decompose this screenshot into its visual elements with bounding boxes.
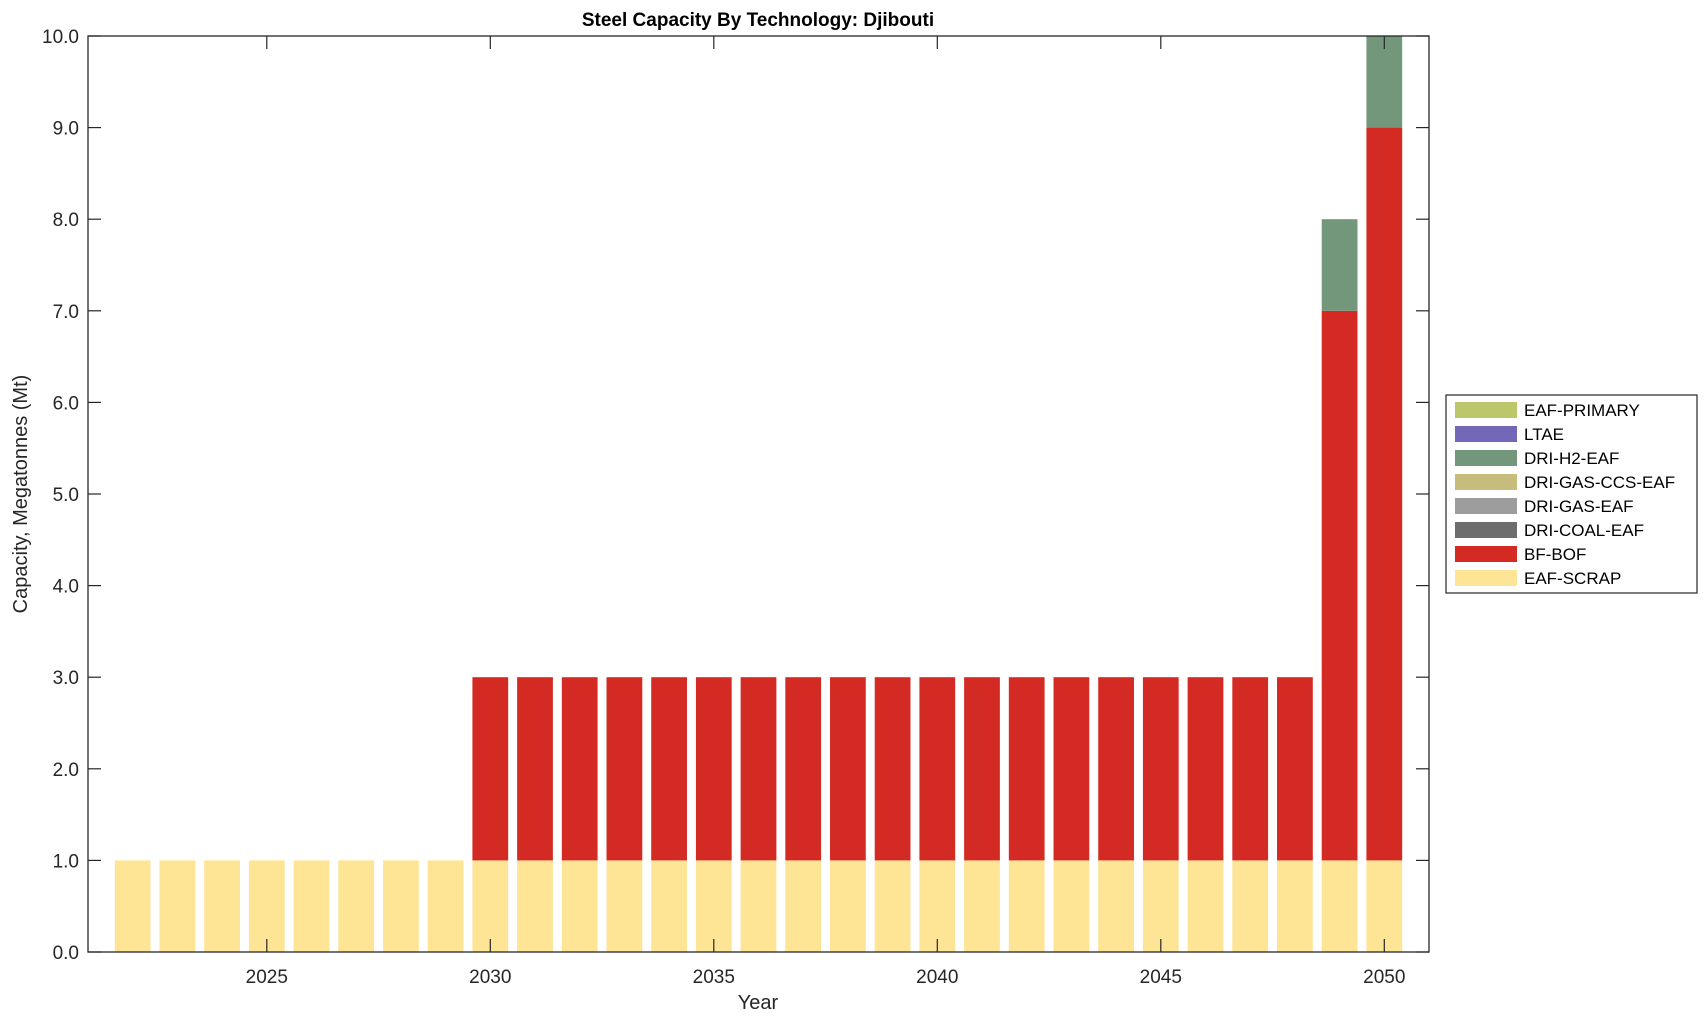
y-tick-label: 10.0: [42, 27, 79, 48]
bar-bf-bof-2040: [919, 677, 956, 861]
bars-group: [114, 36, 1403, 952]
bar-eaf-scrap-2045: [1142, 860, 1179, 952]
legend-swatch-dri-gas-ccs-eaf: [1455, 474, 1517, 490]
bar-bf-bof-2039: [874, 677, 911, 861]
bar-bf-bof-2042: [1008, 677, 1045, 861]
bar-bf-bof-2050: [1366, 127, 1403, 861]
legend-label: EAF-PRIMARY: [1524, 401, 1640, 420]
bar-eaf-scrap-2040: [919, 860, 956, 952]
bar-eaf-scrap-2034: [651, 860, 687, 952]
y-axis-label: Capacity, Megatonnes (Mt): [10, 375, 32, 614]
legend-swatch-eaf-scrap: [1455, 570, 1517, 586]
bar-eaf-scrap-2044: [1098, 860, 1134, 952]
bar-bf-bof-2043: [1053, 677, 1090, 861]
bar-bf-bof-2033: [606, 677, 643, 861]
bar-eaf-scrap-2035: [695, 860, 732, 952]
legend-label: DRI-H2-EAF: [1524, 449, 1619, 468]
bar-eaf-scrap-2026: [293, 860, 330, 952]
bar-bf-bof-2048: [1277, 677, 1313, 861]
legend-label: BF-BOF: [1524, 545, 1586, 564]
legend-label: DRI-GAS-CCS-EAF: [1524, 473, 1675, 492]
y-tick-label: 6.0: [53, 393, 79, 414]
bar-eaf-scrap-2043: [1053, 860, 1090, 952]
bar-dri-h2-eaf-2050: [1366, 36, 1403, 128]
legend-label: LTAE: [1524, 425, 1564, 444]
x-axis-label: Year: [738, 992, 779, 1014]
y-tick-label: 2.0: [53, 760, 79, 781]
bar-bf-bof-2037: [785, 677, 822, 861]
legend-swatch-dri-gas-eaf: [1455, 498, 1517, 514]
legend-swatch-dri-coal-eaf: [1455, 522, 1517, 538]
legend-label: DRI-GAS-EAF: [1524, 497, 1634, 516]
bar-eaf-scrap-2029: [427, 860, 464, 952]
chart-title: Steel Capacity By Technology: Djibouti: [582, 10, 934, 31]
bar-bf-bof-2034: [651, 677, 687, 861]
bar-bf-bof-2041: [964, 677, 1000, 861]
bar-bf-bof-2038: [830, 677, 866, 861]
bar-bf-bof-2044: [1098, 677, 1134, 861]
legend-swatch-dri-h2-eaf: [1455, 450, 1517, 466]
legend-swatch-ltae: [1455, 426, 1517, 442]
y-tick-label: 0.0: [53, 943, 79, 964]
bar-eaf-scrap-2022: [114, 860, 151, 952]
bar-eaf-scrap-2031: [517, 860, 553, 952]
bar-eaf-scrap-2038: [830, 860, 866, 952]
bar-eaf-scrap-2039: [874, 860, 911, 952]
bar-eaf-scrap-2025: [248, 860, 285, 952]
bar-bf-bof-2036: [740, 677, 777, 861]
legend-swatch-bf-bof: [1455, 546, 1517, 562]
bar-eaf-scrap-2047: [1232, 860, 1269, 952]
bar-eaf-scrap-2027: [338, 860, 375, 952]
bar-eaf-scrap-2032: [561, 860, 598, 952]
bar-eaf-scrap-2042: [1008, 860, 1045, 952]
bar-eaf-scrap-2048: [1277, 860, 1313, 952]
y-tick-label: 9.0: [53, 119, 79, 140]
y-tick-label: 3.0: [53, 668, 79, 689]
bar-eaf-scrap-2028: [383, 860, 419, 952]
legend-label: DRI-COAL-EAF: [1524, 521, 1644, 540]
x-tick-label: 2035: [693, 967, 735, 988]
y-tick-label: 4.0: [53, 577, 79, 598]
bar-bf-bof-2032: [561, 677, 598, 861]
x-tick-label: 2050: [1363, 967, 1405, 988]
y-tick-label: 5.0: [53, 485, 79, 506]
bar-eaf-scrap-2030: [472, 860, 509, 952]
y-tick-label: 1.0: [53, 851, 79, 872]
legend: EAF-PRIMARY LTAE DRI-H2-EAF DRI-GAS-CCS-EAF…: [1445, 394, 1698, 594]
bar-bf-bof-2046: [1187, 677, 1224, 861]
y-tick-label: 7.0: [53, 302, 79, 323]
x-tick-label: 2045: [1140, 967, 1182, 988]
ticks-group: 0.0 1.0 2.0 3.0 4.0 5.0 6.0 7.0 8.0 9.0 10.0 2025 20…: [42, 27, 1429, 988]
bar-eaf-scrap-2050: [1366, 860, 1403, 952]
bar-eaf-scrap-2023: [159, 860, 196, 952]
bar-eaf-scrap-2041: [964, 860, 1000, 952]
bar-bf-bof-2035: [695, 677, 732, 861]
bar-eaf-scrap-2049: [1321, 860, 1358, 952]
bar-dri-h2-eaf-2049: [1321, 219, 1358, 311]
bar-eaf-scrap-2024: [204, 860, 240, 952]
bar-bf-bof-2047: [1232, 677, 1269, 861]
bar-bf-bof-2030: [472, 677, 509, 861]
x-tick-label: 2025: [246, 967, 288, 988]
bar-eaf-scrap-2037: [785, 860, 822, 952]
x-tick-label: 2040: [916, 967, 958, 988]
bar-bf-bof-2045: [1142, 677, 1179, 861]
bar-eaf-scrap-2033: [606, 860, 643, 952]
bar-eaf-scrap-2036: [740, 860, 777, 952]
legend-label: EAF-SCRAP: [1524, 569, 1621, 588]
bar-eaf-scrap-2046: [1187, 860, 1224, 952]
bar-bf-bof-2031: [517, 677, 553, 861]
legend-swatch-eaf-primary: [1455, 402, 1517, 418]
x-tick-label: 2030: [469, 967, 511, 988]
bar-bf-bof-2049: [1321, 310, 1358, 861]
y-tick-label: 8.0: [53, 210, 79, 231]
